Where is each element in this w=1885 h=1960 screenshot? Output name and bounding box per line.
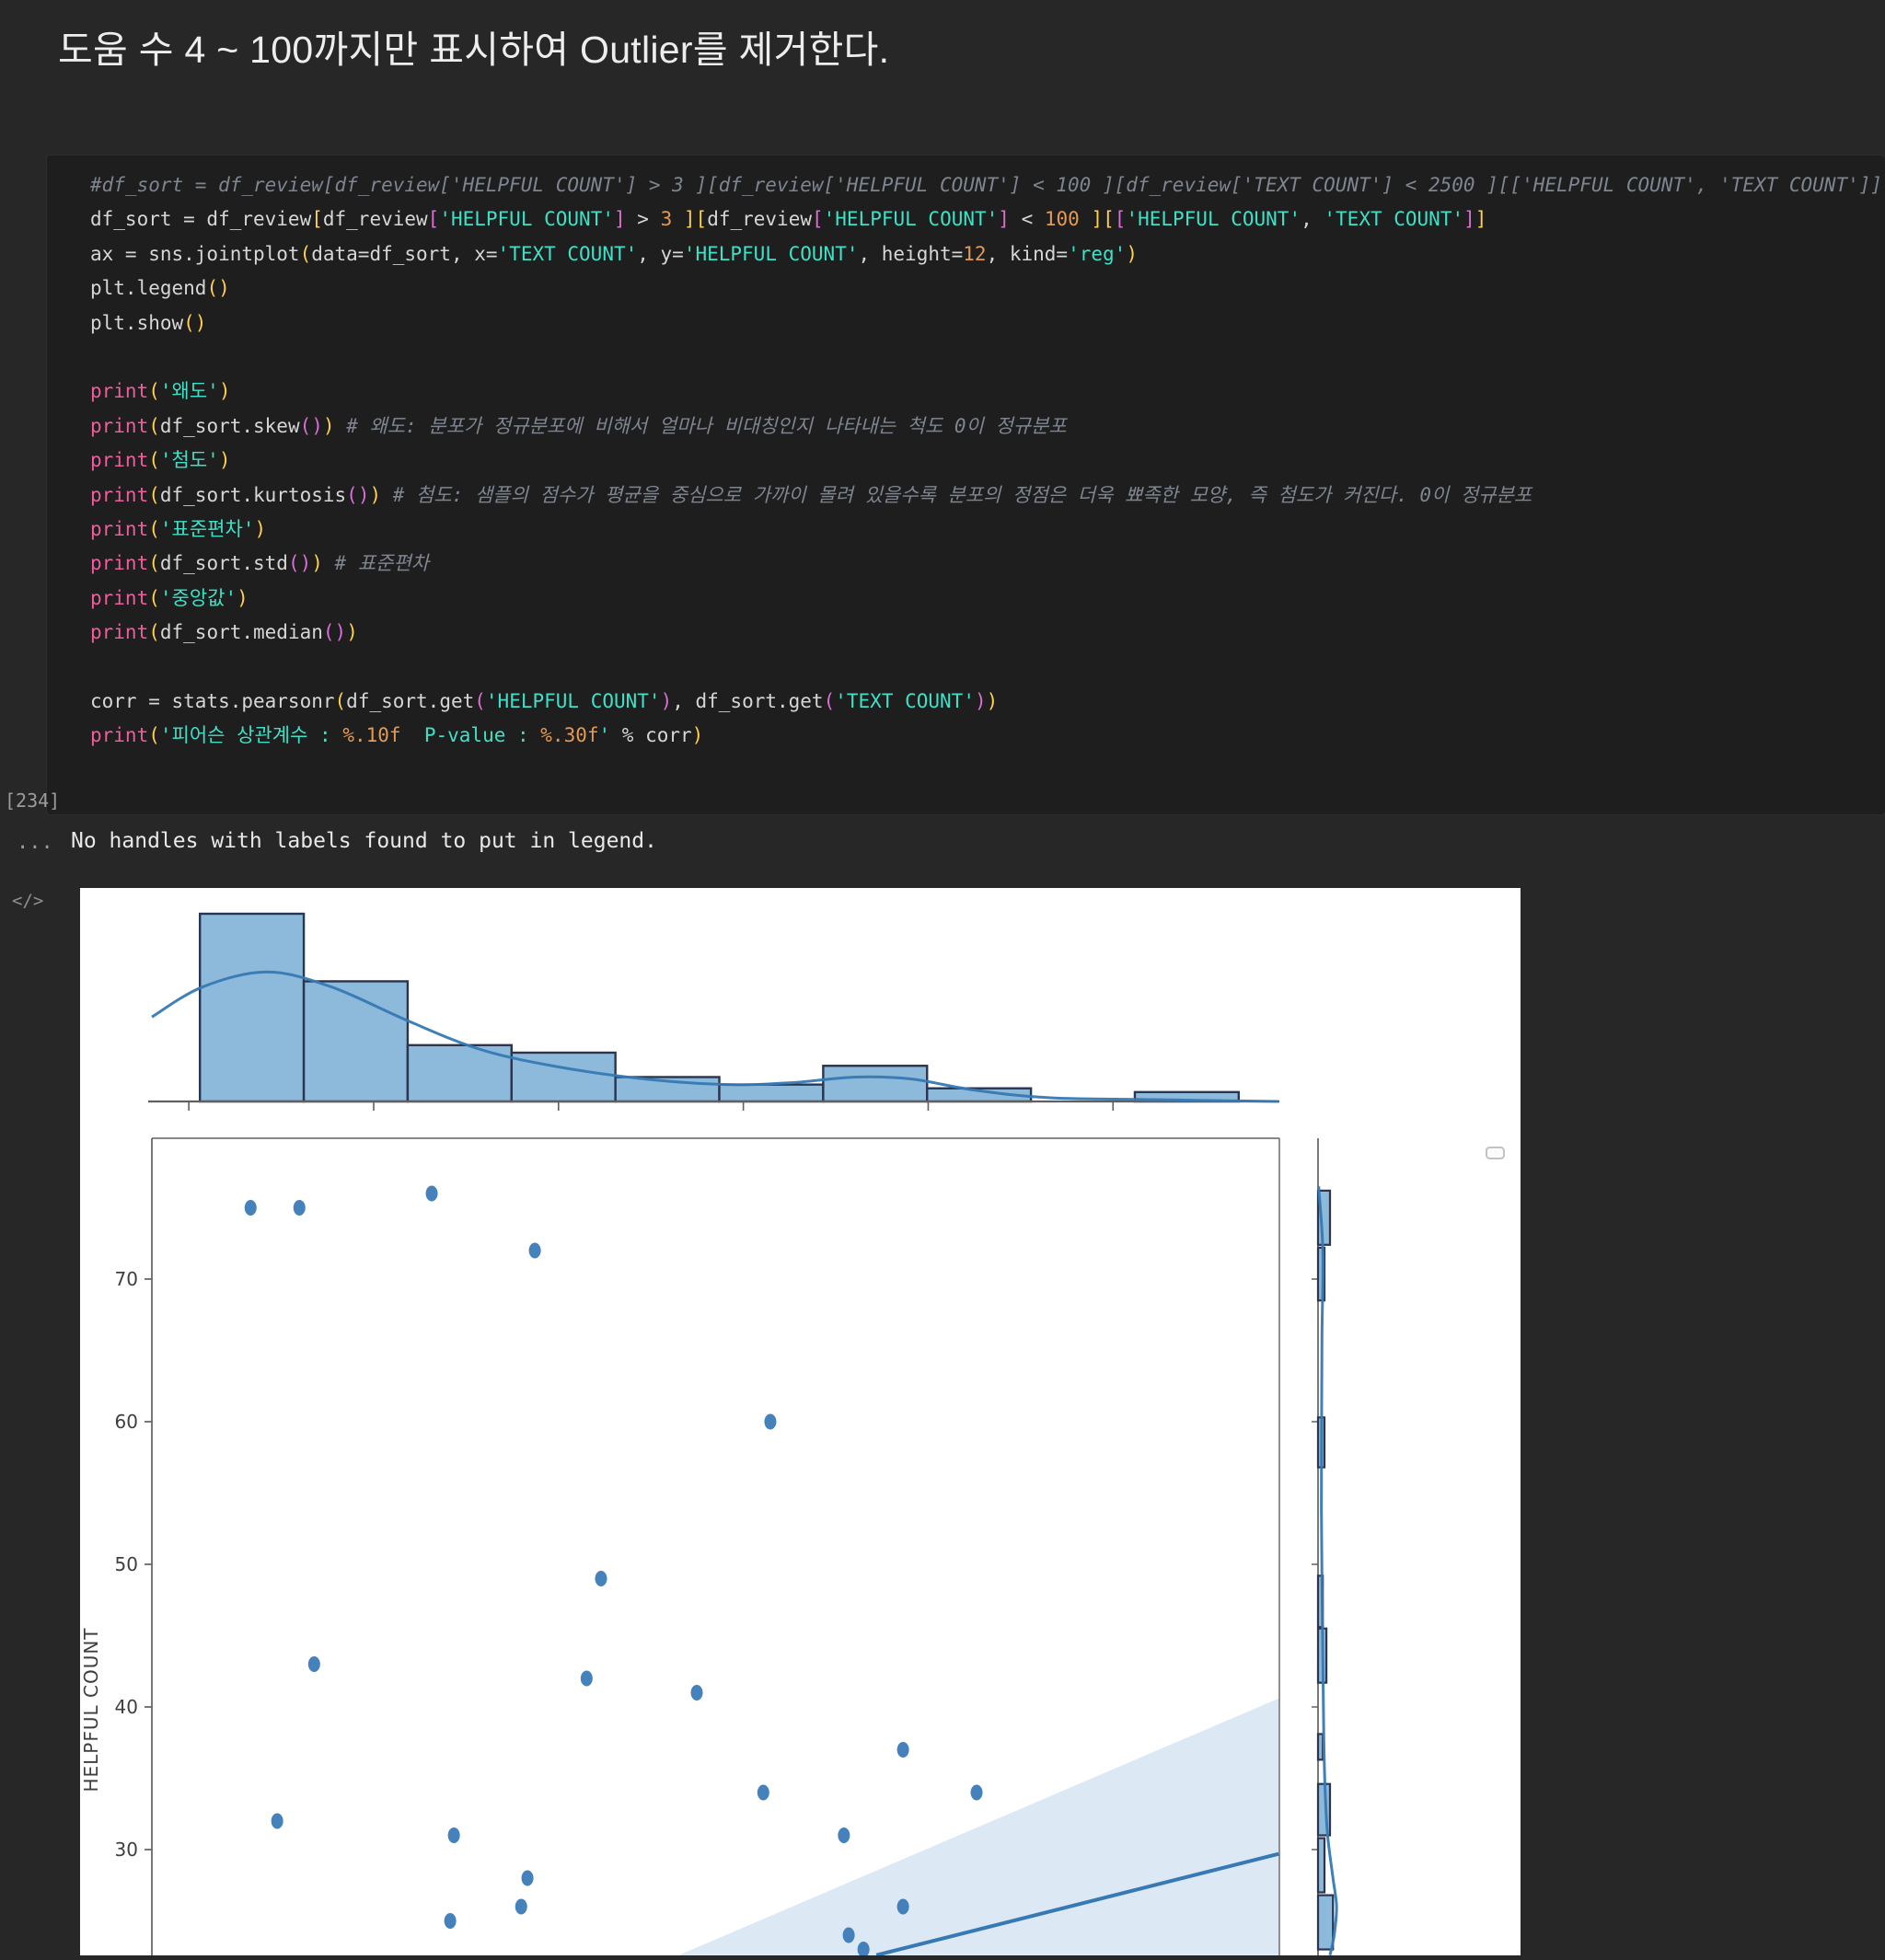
regression-line	[875, 1851, 1279, 1957]
scatter-point	[690, 1685, 703, 1701]
right-marginal-histogram	[1312, 1138, 1338, 1956]
y-axis-label: HELPFUL COUNT	[80, 1627, 102, 1792]
code-line: df_sort = df_review[df_review['HELPFUL C…	[90, 208, 1487, 231]
scatter-points	[244, 1185, 983, 1957]
code-line: print(df_sort.median())	[90, 621, 358, 644]
scatter-point	[896, 1742, 909, 1758]
code-line: corr = stats.pearsonr(df_sort.get('HELPF…	[90, 689, 999, 712]
scatter-point	[528, 1242, 541, 1259]
code-line: print(df_sort.std()) # 표준편차	[90, 552, 430, 575]
code-line: plt.legend()	[90, 277, 230, 300]
markdown-heading: 도움 수 4 ~ 100까지만 표시하여 Outlier를 제거한다.	[58, 29, 890, 71]
code-line: print('첨도')	[90, 449, 231, 472]
code-line: ax = sns.jointplot(data=df_sort, x='TEXT…	[90, 242, 1138, 265]
scatter-point	[896, 1898, 909, 1915]
code-line	[90, 650, 1885, 684]
scatter-point	[595, 1571, 607, 1586]
right-kde-curve	[1317, 1186, 1338, 1956]
code-line: print('피어슨 상관계수 : %.10f P-value : %.30f'…	[90, 724, 704, 747]
y-tick-label: 50	[115, 1553, 138, 1575]
scatter-point	[521, 1870, 534, 1886]
code-line: print(df_sort.skew()) # 왜도: 분포가 정규분포에 비해…	[90, 414, 1067, 437]
code-line: print('중앙값')	[90, 586, 249, 609]
code-line: print(df_sort.kurtosis()) # 첨도: 샘플의 점수가 …	[90, 483, 1532, 506]
stderr-message: No handles with labels found to put in l…	[71, 829, 657, 853]
scatter-point	[970, 1784, 983, 1801]
scatter-point	[515, 1898, 527, 1915]
top-marginal-histogram	[148, 912, 1279, 1111]
code-line: print('표준편차')	[90, 517, 267, 540]
y-tick-label: 40	[115, 1696, 138, 1718]
jointplot-output-image: 70 60 50 40 30 HELPFUL COUNT	[80, 888, 1521, 1957]
y-tick-label: 70	[115, 1268, 138, 1290]
code-line: #df_sort = df_review[df_review['HELPFUL …	[90, 174, 1883, 196]
scatter-point	[425, 1185, 438, 1202]
output-mimetype-icon[interactable]: </>	[12, 891, 44, 911]
scatter-point	[293, 1200, 306, 1216]
code-cell[interactable]: #df_sort = df_review[df_review['HELPFUL …	[46, 155, 1885, 815]
code-editor[interactable]: #df_sort = df_review[df_review['HELPFUL …	[90, 168, 1885, 754]
scatter-point	[764, 1413, 777, 1430]
scatter-point	[271, 1813, 283, 1829]
code-line: plt.show()	[90, 311, 207, 334]
execution-count: [234]	[5, 790, 61, 812]
code-line	[90, 340, 1885, 375]
legend-placeholder	[1486, 1147, 1505, 1159]
scatter-point	[580, 1670, 593, 1687]
scatter-point	[244, 1200, 257, 1216]
scatter-point	[842, 1927, 855, 1943]
top-kde-curve	[151, 970, 1279, 1103]
code-line: print('왜도')	[90, 380, 231, 403]
scatter-point	[447, 1827, 460, 1843]
scatter-point	[307, 1656, 320, 1672]
y-tick-label: 30	[115, 1839, 138, 1861]
scatter-point	[444, 1913, 457, 1929]
y-tick-label: 60	[115, 1411, 138, 1433]
output-collapse-control[interactable]: ...	[17, 831, 53, 854]
scatter-point	[857, 1942, 870, 1957]
scatter-point	[838, 1827, 850, 1843]
joint-axes: 70 60 50 40 30 HELPFUL COUNT	[80, 1137, 1280, 1955]
scatter-point	[757, 1784, 769, 1801]
